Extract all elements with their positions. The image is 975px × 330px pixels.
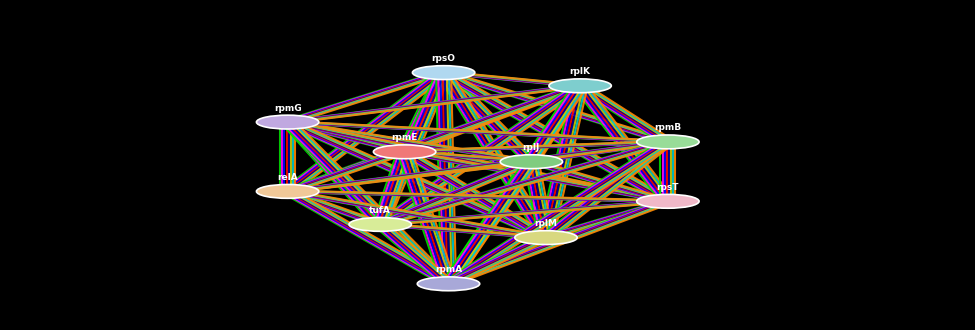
- Ellipse shape: [515, 231, 577, 245]
- Ellipse shape: [373, 145, 436, 159]
- Text: rpsO: rpsO: [432, 54, 455, 63]
- Text: rplK: rplK: [569, 67, 591, 76]
- Text: rplM: rplM: [534, 219, 558, 228]
- Text: tufA: tufA: [370, 206, 391, 215]
- Ellipse shape: [412, 66, 475, 80]
- Ellipse shape: [256, 115, 319, 129]
- Ellipse shape: [637, 135, 699, 149]
- Text: rpmG: rpmG: [274, 104, 301, 113]
- Ellipse shape: [349, 217, 411, 231]
- Text: rpmA: rpmA: [435, 265, 462, 274]
- Text: rpsT: rpsT: [656, 183, 680, 192]
- Text: rpmE: rpmE: [391, 133, 418, 142]
- Ellipse shape: [500, 155, 563, 169]
- Text: rpmB: rpmB: [654, 123, 682, 132]
- Ellipse shape: [256, 184, 319, 198]
- Ellipse shape: [637, 194, 699, 208]
- Text: relA: relA: [277, 173, 298, 182]
- Text: rplJ: rplJ: [523, 143, 540, 152]
- Ellipse shape: [417, 277, 480, 291]
- Ellipse shape: [549, 79, 611, 93]
